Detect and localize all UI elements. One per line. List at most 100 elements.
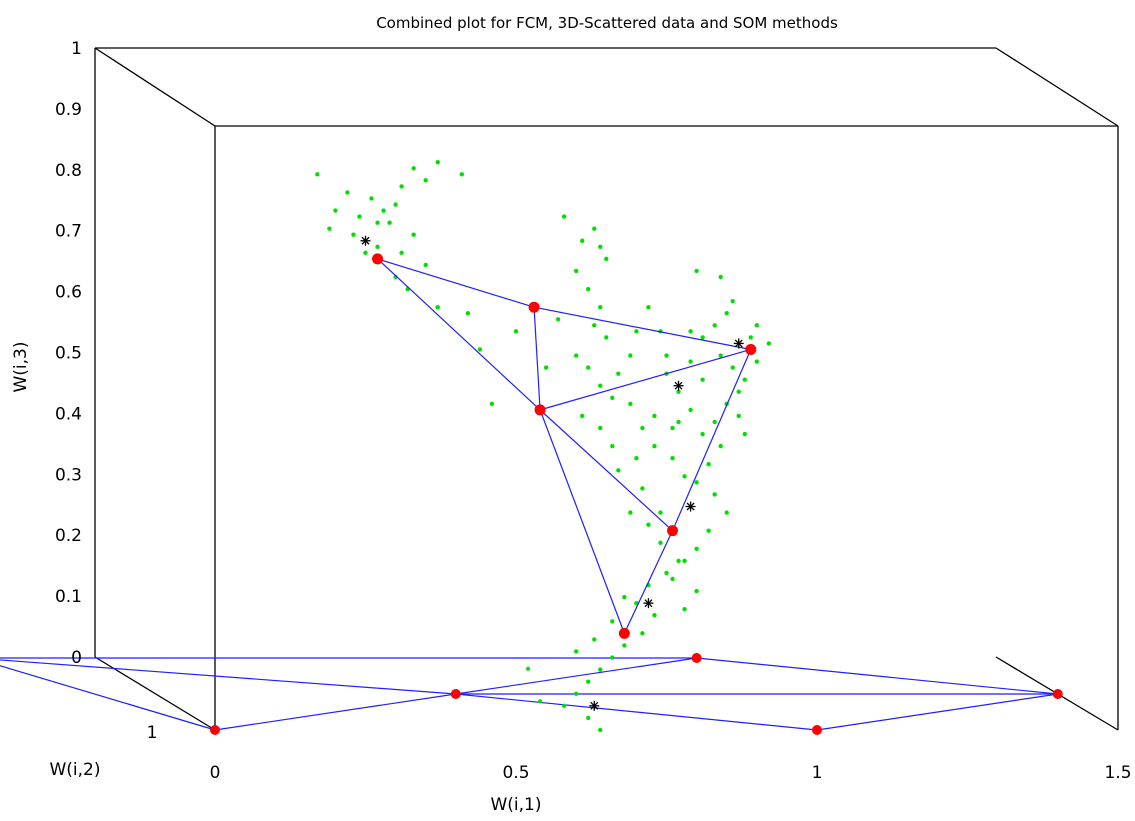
scatter-point (718, 274, 723, 280)
scatter-point (592, 226, 597, 231)
scatter-point (688, 407, 693, 413)
scatter-point (387, 220, 392, 225)
som-edge (539, 409, 625, 634)
floor-edge (455, 657, 697, 695)
z-tick-label: 0.5 (55, 344, 82, 364)
scatter-point (736, 413, 741, 419)
scatter-point (598, 667, 603, 672)
scatter-point (315, 172, 320, 177)
scatter-point (748, 335, 753, 340)
scatter-point (592, 323, 597, 328)
fcm-center-marker (685, 501, 696, 512)
scatter-point (754, 323, 759, 328)
x-tick-label: 1 (812, 763, 823, 783)
scatter-point (435, 160, 440, 165)
scatter-point (435, 305, 440, 310)
scatter-point (682, 607, 687, 612)
z-axis-label: W(i,3) (11, 341, 31, 392)
fcm-center-marker (360, 235, 371, 246)
scatter-point (616, 468, 621, 473)
scatter-point (561, 703, 567, 709)
floor-scatter-point (538, 699, 543, 704)
scatter-point (682, 474, 687, 479)
som-edge (539, 348, 751, 411)
som-node (528, 301, 540, 313)
x-tick-label: 0.5 (502, 763, 529, 783)
scatter-point (718, 353, 723, 358)
scatter-point (694, 546, 699, 551)
z-tick-label: 0.3 (55, 465, 82, 485)
fcm-center-marker (673, 380, 684, 391)
scatter-point (718, 443, 723, 449)
scatter-point (688, 359, 693, 364)
scatter-point (622, 643, 627, 648)
scatter-point (580, 413, 585, 419)
z-tick-label: 1 (71, 39, 82, 59)
scatter-point (586, 715, 591, 721)
scatter-point (586, 365, 591, 370)
scatter-point (676, 558, 681, 564)
scatter-point (724, 311, 729, 316)
fcm-center-marker (733, 338, 744, 349)
floor-edge (214, 693, 456, 731)
scatter-point (381, 208, 386, 213)
scatter-point (658, 540, 663, 545)
z-tick-label: 0.2 (55, 526, 82, 546)
scatter-point (628, 401, 633, 407)
scatter-point (333, 208, 338, 213)
scatter-point (724, 510, 729, 515)
scatter-point (327, 226, 332, 231)
scatter-points (315, 160, 772, 733)
floor-edge (0, 665, 216, 731)
x-tick-label: 0 (210, 763, 221, 783)
scatter-point (375, 220, 380, 225)
floor-som-node (812, 725, 822, 735)
som-edge (539, 409, 673, 532)
scatter-point (345, 190, 350, 195)
scatter-point (670, 425, 675, 431)
scatter-point (574, 649, 579, 654)
z-tick-label: 0.6 (55, 283, 82, 303)
z-tick-label: 0.8 (55, 161, 82, 181)
som-edge (533, 306, 751, 351)
scatter-point (586, 679, 591, 684)
fcm-centers (360, 235, 744, 711)
scatter-point (688, 329, 693, 334)
som-edge (377, 258, 541, 411)
scatter-point (652, 413, 657, 419)
scatter-point (640, 631, 645, 636)
som-edge (533, 307, 541, 410)
z-tick-label: 0.7 (55, 222, 82, 242)
scatter-point (598, 425, 603, 431)
fcm-center-marker (589, 700, 600, 711)
scatter-point (694, 588, 699, 594)
scatter-point (513, 329, 519, 334)
scatter-point (459, 172, 465, 177)
floor-edge (816, 693, 1058, 731)
floor-edge (0, 659, 456, 695)
scatter-point (712, 323, 717, 328)
scatter-point (640, 425, 645, 431)
scatter-point (700, 335, 705, 340)
scatter-point (616, 371, 621, 376)
scatter-point (592, 637, 597, 642)
scatter-point (543, 365, 549, 370)
scatter-point (574, 691, 579, 696)
scatter-point (598, 305, 603, 310)
floor-edge (455, 693, 818, 731)
scatter-point (706, 528, 711, 533)
scatter-point (580, 238, 585, 243)
scatter-point (561, 214, 567, 219)
scatter-point (700, 377, 705, 382)
som-node (372, 253, 384, 265)
chart-title: Combined plot for FCM, 3D-Scattered data… (376, 14, 838, 32)
x-axis-label: W(i,1) (490, 795, 541, 815)
y-tick-label: 1 (147, 723, 158, 743)
scatter-point (598, 727, 603, 733)
scatter-point (375, 244, 380, 249)
scatter-point (712, 492, 717, 497)
floor-som-node (691, 653, 702, 663)
scatter-point (694, 480, 699, 485)
scatter-point (610, 619, 615, 624)
som-node (745, 343, 757, 355)
